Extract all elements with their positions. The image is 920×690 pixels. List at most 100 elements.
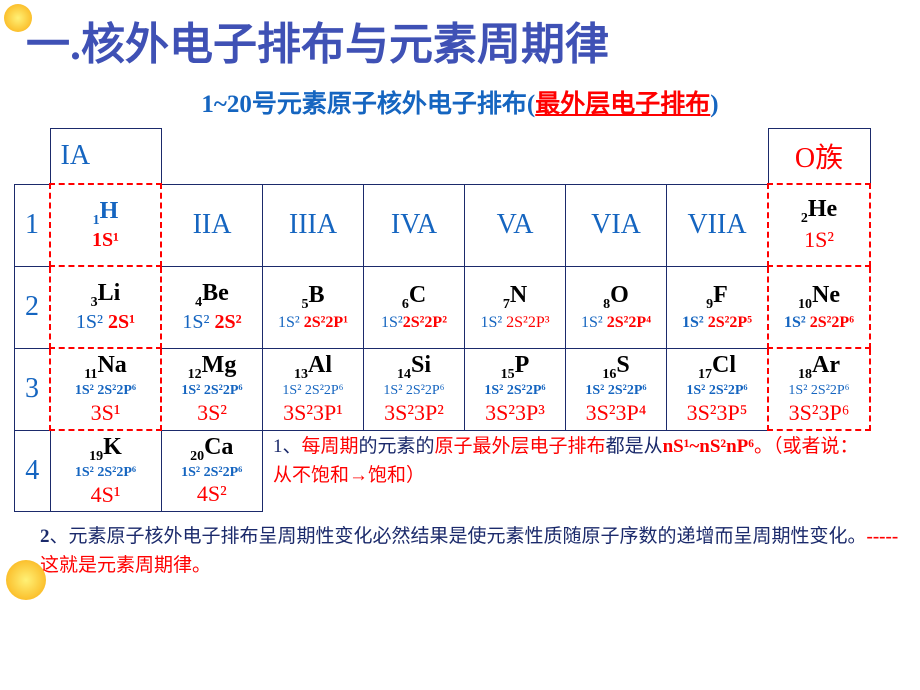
group-VIA: VIA: [566, 184, 667, 266]
n1b: 每周期: [302, 436, 359, 457]
cell-Ca: 20Ca 1S² 2S²2P⁶ 4S²: [161, 430, 263, 512]
inner: 1S² 2S²2P⁶: [465, 383, 565, 400]
sym: Li: [98, 280, 121, 306]
period-3: 3: [15, 348, 51, 430]
n2a: 2: [40, 526, 50, 547]
z: 19: [89, 449, 103, 464]
inner: 1S²: [381, 314, 403, 331]
sym: P: [515, 352, 530, 378]
n2b: 、元素原子核外电子排布呈周期性变化必然结果是使元素性质随原子序数的递增而呈周期性…: [50, 526, 867, 547]
outer: 4S¹: [51, 482, 161, 508]
outer: 3S²: [162, 400, 262, 426]
cell-P: 15P 1S² 2S²2P⁶ 3S²3P³: [465, 348, 566, 430]
z: 6: [402, 297, 409, 312]
outer: 3S²3P⁶: [769, 400, 869, 426]
sym: Al: [308, 352, 332, 378]
cell-Na: 11Na 1S² 2S²2P⁶ 3S¹: [50, 348, 161, 430]
inner: 1S² 2S²2P⁶: [162, 465, 263, 482]
n1d: 原子最外层电子排布: [435, 436, 606, 457]
z: 15: [501, 367, 515, 382]
inner: 1S² 2S²2P⁶: [769, 383, 869, 400]
cell-O: 8O 1S² 2S²2P⁴: [566, 266, 667, 348]
cell-Mg: 12Mg 1S² 2S²2P⁶ 3S²: [161, 348, 263, 430]
cell-Ne: 10Ne 1S² 2S²2P⁶: [768, 266, 870, 348]
note-2: 2、元素原子核外电子排布呈周期性变化必然结果是使元素性质随原子序数的递增而呈周期…: [40, 522, 900, 581]
z: 12: [188, 367, 202, 382]
cell-Al: 13Al 1S² 2S²2P⁶ 3S²3P¹: [263, 348, 364, 430]
inner: 1S² 2S²2P⁶: [667, 383, 767, 400]
subtitle-pre: 1~20号元素原子核外电子排布(: [201, 91, 535, 118]
sym: Mg: [202, 352, 237, 378]
cell-Be: 4Be 1S² 2S²: [161, 266, 263, 348]
inner: 1S² 2S²2P⁶: [566, 383, 666, 400]
z: 14: [397, 367, 411, 382]
sym: F: [713, 282, 728, 308]
z: 13: [294, 367, 308, 382]
n1e: 都是从: [606, 436, 663, 457]
cell-C: 6C 1S²2S²2P²: [364, 266, 465, 348]
corner-cell: [15, 129, 51, 185]
subtitle-highlight: 最外层电子排布: [535, 91, 710, 118]
sym: Be: [202, 280, 229, 306]
inner: 1S²: [182, 311, 209, 333]
cell-Li: 3Li 1S² 2S¹: [50, 266, 161, 348]
group-VIIA: VIIA: [667, 184, 769, 266]
outer: 3S²3P²: [364, 400, 464, 426]
sym: He: [808, 196, 837, 222]
outer: 2S²2P²: [403, 314, 447, 331]
periodic-table: IA O族 1 1H 1S¹ IIA IIIA IVA VA VIA VIIA …: [14, 128, 871, 512]
sym: Ca: [204, 434, 233, 460]
cell-Ar: 18Ar 1S² 2S²2P⁶ 3S²3P⁶: [768, 348, 870, 430]
decor-sun-icon: [6, 560, 46, 600]
cell-F: 9F 1S² 2S²2P⁵: [667, 266, 769, 348]
z: 16: [602, 367, 616, 382]
inner: 1S²: [480, 314, 502, 331]
sym: Ar: [812, 352, 840, 378]
z: 3: [91, 294, 98, 309]
page-title: 一.核外电子排布与元素周期律: [0, 0, 920, 72]
sym: Na: [97, 352, 126, 378]
cell-N: 7N 1S² 2S²2P³: [465, 266, 566, 348]
cell-S: 16S 1S² 2S²2P⁶ 3S²3P⁴: [566, 348, 667, 430]
outer: 2S²2P³: [506, 314, 549, 331]
cell-He: 2He 1S²: [768, 184, 870, 266]
outer: 3S²3P⁴: [566, 400, 666, 426]
sym: N: [510, 282, 527, 308]
z: 17: [698, 367, 712, 382]
outer: 3S²3P³: [465, 400, 565, 426]
n1a: 1、: [273, 436, 302, 457]
inner: 1S²: [581, 314, 603, 331]
inner: 1S²: [76, 311, 103, 333]
n2d: 这就是元素周期律。: [40, 555, 211, 576]
group-IIA: IIA: [161, 184, 263, 266]
sym: K: [103, 434, 122, 460]
cell-Cl: 17Cl 1S² 2S²2P⁶ 3S²3P⁵: [667, 348, 769, 430]
cell-B: 5B 1S² 2S²2P¹: [263, 266, 364, 348]
sym: C: [409, 282, 426, 308]
inner: 1S² 2S²2P⁶: [263, 383, 363, 400]
group-IA: IA: [50, 129, 161, 185]
inner: 1S² 2S²2P⁶: [364, 383, 464, 400]
cell-H: 1H 1S¹: [50, 184, 161, 266]
outer: 3S²3P⁵: [667, 400, 767, 426]
z: 11: [84, 367, 97, 382]
note-cell: 1、每周期的元素的原子最外层电子排布都是从nS¹~nS²nP⁶。（或者说：从不饱…: [263, 430, 871, 512]
z: 10: [798, 297, 812, 312]
n1c: 的元素的: [359, 436, 435, 457]
outer: 1S²: [769, 227, 869, 253]
z: 7: [503, 297, 510, 312]
outer: 2S²2P¹: [304, 314, 348, 331]
inner: 1S² 2S²2P⁶: [51, 465, 161, 482]
z: 20: [190, 449, 204, 464]
outer: 2S¹: [108, 311, 135, 333]
outer: 1S¹: [51, 228, 160, 252]
group-IVA: IVA: [364, 184, 465, 266]
cell-K: 19K 1S² 2S²2P⁶ 4S¹: [50, 430, 161, 512]
subtitle: 1~20号元素原子核外电子排布(最外层电子排布): [0, 72, 920, 128]
outer: 2S²2P⁴: [607, 314, 651, 331]
sym: S: [616, 352, 629, 378]
sym: Si: [411, 352, 431, 378]
inner: 1S² 2S²2P⁶: [51, 383, 160, 400]
period-1: 1: [15, 184, 51, 266]
outer: 2S²2P⁶: [810, 314, 854, 331]
